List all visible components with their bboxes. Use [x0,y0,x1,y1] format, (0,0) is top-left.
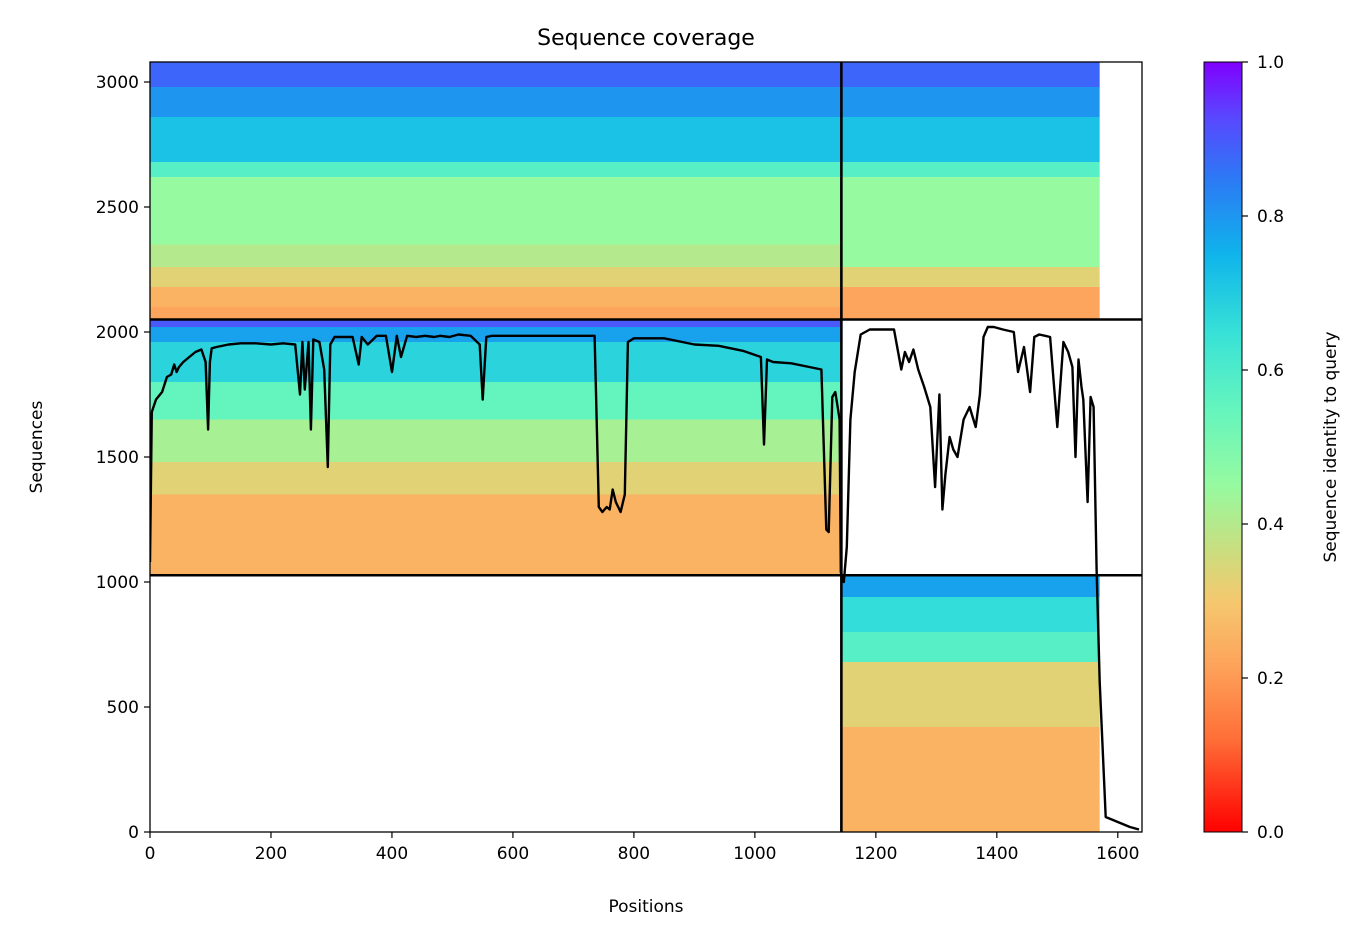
y-tick-label: 0 [128,823,139,843]
identity-band-1-6 [841,62,1100,87]
chart-title: Sequence coverage [537,26,755,51]
identity-band-2-6 [150,319,842,327]
coverage-layer [150,325,1140,831]
identity-band-0-8 [150,62,842,87]
identity-band-0-3 [150,244,842,267]
colorbar-tick-label: 0.2 [1257,669,1284,689]
colorbar [1203,61,1243,833]
x-tick-label: 0 [145,844,156,864]
plot-frame [149,61,1143,833]
coverage-line [150,325,1140,831]
y-axis: 0 500 1000 1500 2000 2500 3000 [96,73,150,843]
identity-band-0-2 [150,267,842,287]
identity-band-3-1 [841,662,1100,727]
x-tick-label: 1600 [1096,844,1139,864]
identity-band-1-1 [841,267,1100,287]
identity-band-0-5 [150,162,842,177]
colorbar-tick-label: 0.6 [1257,361,1284,381]
colorbar-tick-label: 1.0 [1257,53,1284,73]
x-tick-label: 1200 [854,844,897,864]
x-tick-label: 200 [255,844,287,864]
identity-band-0-1 [150,287,842,307]
identity-band-1-3 [841,162,1100,177]
x-axis-label: Positions [608,897,683,917]
identity-blocks [150,62,1100,832]
identity-band-1-2 [841,177,1100,267]
identity-band-3-4 [841,575,1100,597]
identity-band-0-0 [150,307,842,320]
colorbar-tick-label: 0.4 [1257,515,1284,535]
colorbar-label: Sequence identity to query [1321,331,1341,562]
identity-band-0-4 [150,177,842,245]
identity-band-1-5 [841,87,1100,117]
identity-band-2-0 [150,494,842,576]
x-axis: 0 200 400 600 800 1000 1200 1400 1600 [145,832,1139,864]
y-tick-label: 2000 [96,323,139,343]
x-tick-label: 800 [618,844,650,864]
colorbar-tick-label: 0.0 [1257,823,1284,843]
identity-band-2-3 [150,382,842,420]
x-tick-label: 1000 [733,844,776,864]
y-tick-label: 1000 [96,573,139,593]
identity-band-0-6 [150,117,842,162]
x-tick-label: 600 [497,844,529,864]
y-tick-label: 500 [107,698,139,718]
identity-band-2-2 [150,419,842,462]
colorbar-tick-label: 0.8 [1257,207,1284,227]
identity-band-3-2 [841,632,1100,662]
identity-band-3-0 [841,727,1100,832]
identity-band-2-5 [150,327,842,342]
y-axis-label: Sequences [27,401,47,494]
y-tick-label: 3000 [96,73,139,93]
identity-band-1-4 [841,117,1100,162]
colorbar-ticks: 0.0 0.2 0.4 0.6 0.8 1.0 [1242,53,1284,843]
identity-band-3-3 [841,597,1100,632]
chain-boundaries [150,62,1142,832]
identity-band-1-0 [841,287,1100,320]
y-tick-label: 2500 [96,198,139,218]
identity-band-2-4 [150,342,842,382]
identity-band-0-7 [150,87,842,117]
x-tick-label: 1400 [975,844,1018,864]
x-tick-label: 400 [376,844,408,864]
identity-band-2-1 [150,462,842,495]
y-tick-label: 1500 [96,448,139,468]
